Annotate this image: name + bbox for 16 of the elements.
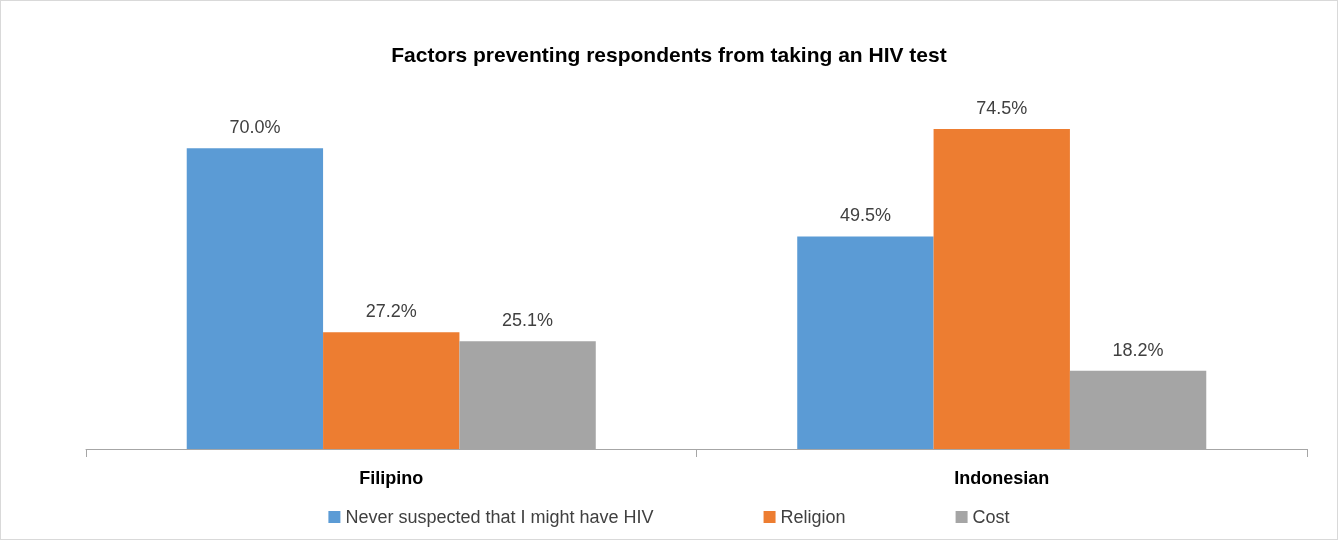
- data-label: 18.2%: [1112, 339, 1164, 360]
- x-tick-label: Filipino: [359, 468, 424, 488]
- chart-title: Factors preventing respondents from taking an HIV test: [391, 43, 947, 66]
- legend-label: Never suspected that I might have HIV: [345, 507, 654, 527]
- legend-label: Religion: [780, 507, 846, 527]
- legend-label: Cost: [972, 507, 1010, 527]
- data-label: 70.0%: [229, 117, 281, 138]
- bar: [933, 129, 1070, 449]
- data-label: 49.5%: [839, 205, 891, 226]
- data-label: 27.2%: [365, 301, 417, 322]
- x-tick-label: Indonesian: [954, 468, 1050, 488]
- bar: [797, 236, 934, 449]
- data-label: 25.1%: [502, 310, 554, 331]
- data-label: 74.5%: [976, 98, 1028, 118]
- bar: [186, 148, 324, 449]
- bar: [323, 332, 460, 449]
